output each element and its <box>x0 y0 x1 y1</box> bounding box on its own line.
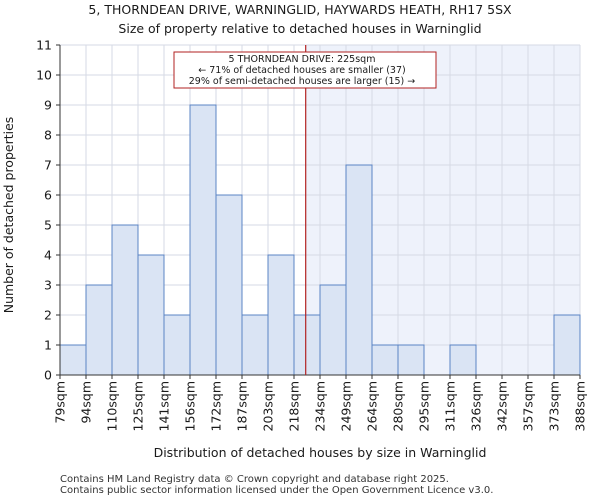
x-tick-label: 141sqm <box>157 381 172 431</box>
x-tick-label: 218sqm <box>287 381 302 431</box>
bar <box>267 254 295 376</box>
annotation-line-1: 5 THORNDEAN DRIVE: 225sqm <box>229 54 376 65</box>
bar <box>449 344 477 376</box>
x-tick-label: 342sqm <box>495 381 510 431</box>
bar <box>293 314 321 376</box>
footer: Contains HM Land Registry data © Crown c… <box>60 474 493 496</box>
x-tick-label: 234sqm <box>313 381 328 431</box>
x-tick-label: 295sqm <box>417 381 432 431</box>
y-tick-label: 9 <box>44 98 52 113</box>
x-tick-label: 187sqm <box>235 381 250 431</box>
y-tick-label: 2 <box>44 308 52 323</box>
bar <box>189 104 217 376</box>
x-tick-label: 94sqm <box>79 381 94 424</box>
y-tick-label: 6 <box>44 188 52 203</box>
x-tick-label: 249sqm <box>339 381 354 431</box>
x-tick-label: 264sqm <box>365 381 380 431</box>
bar <box>553 314 581 376</box>
bar <box>163 314 191 376</box>
y-tick-label: 0 <box>44 368 52 383</box>
y-tick-label: 1 <box>44 338 52 353</box>
x-tick-label: 125sqm <box>131 381 146 431</box>
y-tick-label: 11 <box>36 38 52 53</box>
bar <box>371 344 399 376</box>
chart-title: 5, THORNDEAN DRIVE, WARNINGLID, HAYWARDS… <box>88 2 512 17</box>
annotation-line-3: 29% of semi-detached houses are larger (… <box>189 76 416 87</box>
y-tick-label: 5 <box>44 218 52 233</box>
x-tick-label: 203sqm <box>261 381 276 431</box>
bar <box>59 344 87 376</box>
annotation-box: 5 THORNDEAN DRIVE: 225sqm ← 71% of detac… <box>173 51 437 89</box>
bar <box>137 254 165 376</box>
bar <box>345 164 373 376</box>
bar <box>319 284 347 376</box>
x-tick-label: 172sqm <box>209 381 224 431</box>
y-tick-label: 3 <box>44 278 52 293</box>
x-tick-label: 311sqm <box>443 381 458 431</box>
bar <box>397 344 425 376</box>
bar <box>85 284 113 376</box>
annotation-frame <box>173 51 437 89</box>
annotation-line-2: ← 71% of detached houses are smaller (37… <box>198 65 405 76</box>
footer-line-2: Contains public sector information licen… <box>60 485 494 496</box>
x-tick-label: 326sqm <box>469 381 484 431</box>
bar <box>111 224 139 376</box>
x-tick-label: 156sqm <box>183 381 198 431</box>
chart-subtitle: Size of property relative to detached ho… <box>118 21 481 36</box>
x-axis-label: Distribution of detached houses by size … <box>154 445 487 460</box>
x-tick-label: 280sqm <box>391 381 406 431</box>
x-tick-label: 110sqm <box>105 381 120 431</box>
bar <box>241 314 269 376</box>
x-tick-label: 388sqm <box>573 381 588 431</box>
y-axis-label: Number of detached properties <box>1 117 16 314</box>
y-tick-label: 4 <box>44 248 52 263</box>
x-tick-label: 373sqm <box>547 381 562 431</box>
y-tick-label: 7 <box>44 158 52 173</box>
footer-line-1: Contains HM Land Registry data © Crown c… <box>60 474 449 485</box>
y-tick-label: 10 <box>36 68 52 83</box>
x-tick-label: 79sqm <box>53 381 68 424</box>
bar <box>215 194 243 376</box>
y-tick-label: 8 <box>44 128 52 143</box>
x-tick-label: 357sqm <box>521 381 536 431</box>
